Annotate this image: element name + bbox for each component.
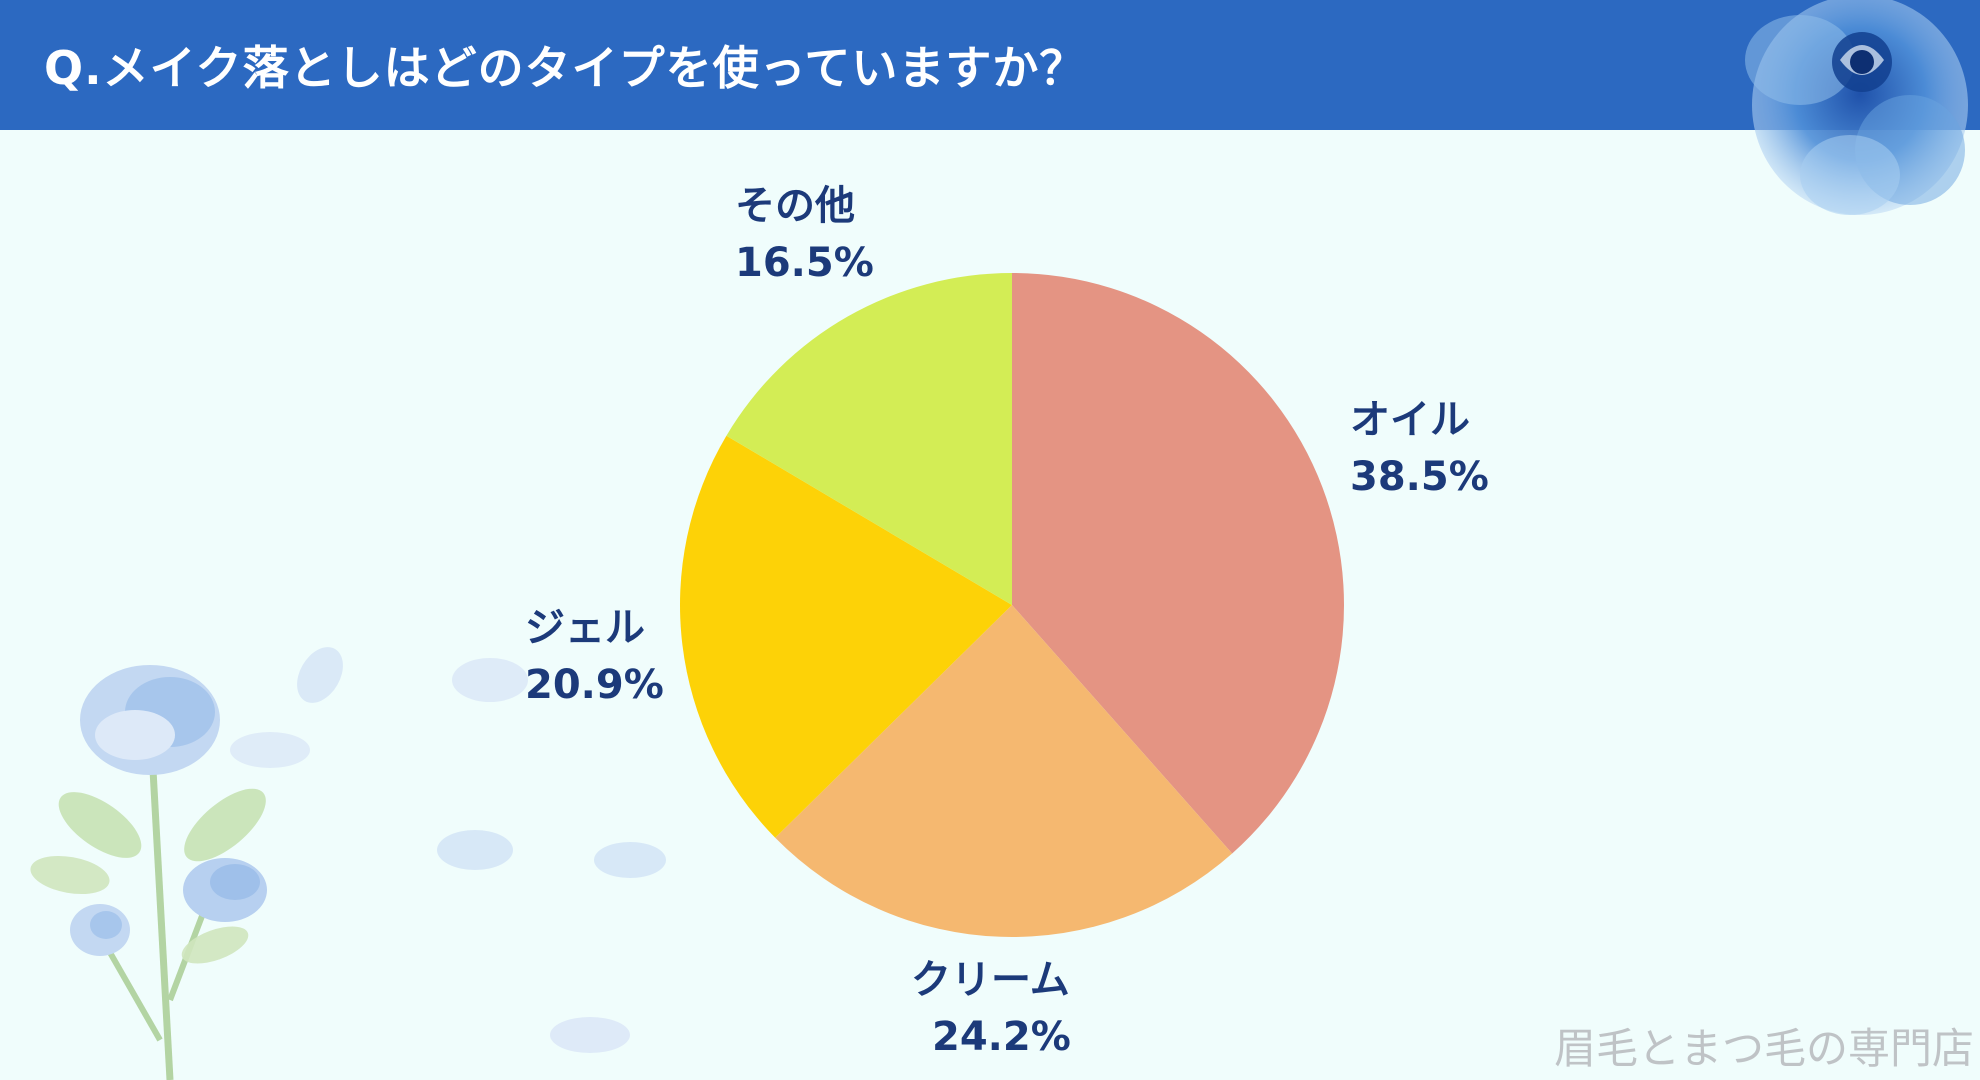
slice-category-cream: クリーム bbox=[910, 957, 1070, 1003]
slice-category-gel: ジェル bbox=[525, 605, 645, 651]
page-title: Q.メイク落としはどのタイプを使っていますか？ bbox=[44, 41, 1087, 95]
slice-cream bbox=[775, 605, 1233, 937]
blue-rose-stem-icon bbox=[30, 647, 666, 1080]
slice-label-oil: オイル 38.5% bbox=[1350, 392, 1489, 506]
slice-value-other: 16.5% bbox=[735, 239, 874, 286]
slice-label-cream: クリーム 24.2% bbox=[910, 952, 1071, 1066]
header-bar: Q.メイク落としはどのタイプを使っていますか？ bbox=[0, 0, 1980, 130]
slice-label-other: その他 16.5% bbox=[735, 178, 874, 292]
slice-gel bbox=[680, 435, 1012, 838]
slice-category-oil: オイル bbox=[1350, 397, 1470, 443]
slice-value-gel: 20.9% bbox=[525, 661, 664, 708]
slice-value-cream: 24.2% bbox=[932, 1013, 1071, 1060]
watermark-text: 眉毛とまつ毛の専門店 bbox=[1553, 1024, 1974, 1073]
slice-oil bbox=[1012, 273, 1344, 854]
slice-label-gel: ジェル 20.9% bbox=[525, 600, 664, 714]
slice-value-oil: 38.5% bbox=[1350, 453, 1489, 500]
blue-rose-icon bbox=[1745, 0, 1968, 215]
slice-category-other: その他 bbox=[735, 183, 855, 229]
slice-other bbox=[726, 273, 1012, 605]
